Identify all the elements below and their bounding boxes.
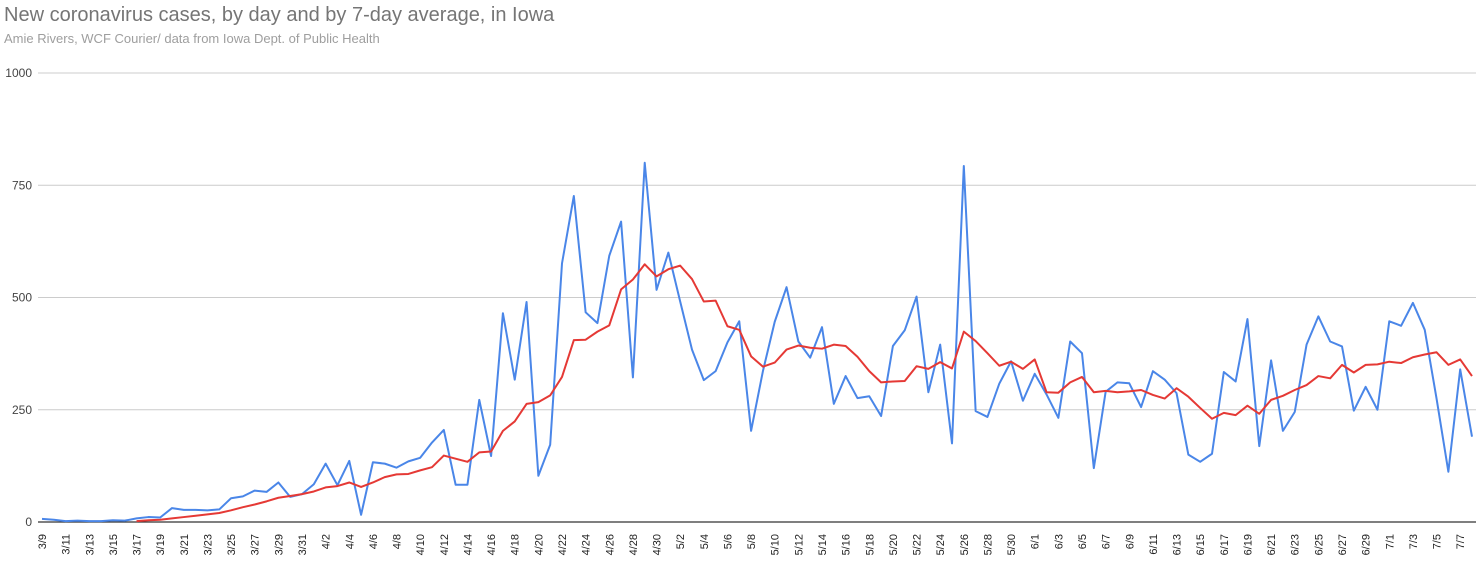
- x-tick-label: 3/9: [37, 534, 49, 549]
- x-axis-ticks: 3/9 3/11 3/13 3/15 3/17 3/19 3/21 3/23 3/25 3/27 3…: [37, 534, 1467, 555]
- x-tick-label: 6/9: [1124, 534, 1136, 549]
- x-tick-label: 5/8: [746, 534, 758, 549]
- x-tick-label: 6/7: [1101, 534, 1113, 549]
- x-tick-label: 4/22: [557, 534, 569, 555]
- x-tick-label: 3/31: [297, 534, 309, 555]
- x-tick-label: 3/13: [84, 534, 96, 555]
- x-tick-label: 3/17: [132, 534, 144, 555]
- x-tick-label: 6/29: [1361, 534, 1373, 555]
- series-line-daily: [41, 161, 1473, 523]
- x-tick-label: 6/19: [1242, 534, 1254, 555]
- x-tick-label: 3/23: [202, 534, 214, 555]
- x-tick-label: 5/16: [841, 534, 853, 555]
- x-tick-label: 5/6: [722, 534, 734, 549]
- x-tick-label: 5/20: [888, 534, 900, 555]
- x-tick-label: 4/6: [368, 534, 380, 549]
- x-tick-label: 7/3: [1408, 534, 1420, 549]
- x-tick-label: 5/24: [935, 534, 947, 555]
- x-tick-label: 3/21: [179, 534, 191, 555]
- x-tick-label: 6/13: [1172, 534, 1184, 555]
- y-tick-label: 250: [12, 403, 32, 417]
- x-tick-label: 6/11: [1148, 534, 1160, 555]
- x-tick-label: 5/22: [912, 534, 924, 555]
- x-tick-label: 3/27: [250, 534, 262, 555]
- x-tick-label: 7/5: [1432, 534, 1444, 549]
- x-tick-label: 6/15: [1195, 534, 1207, 555]
- y-tick-label: 0: [25, 515, 32, 529]
- x-tick-label: 6/21: [1266, 534, 1278, 555]
- x-tick-label: 5/26: [959, 534, 971, 555]
- x-tick-label: 4/8: [392, 534, 404, 549]
- y-tick-label: 750: [12, 178, 32, 192]
- x-tick-label: 6/17: [1219, 534, 1231, 555]
- x-tick-label: 5/14: [817, 534, 829, 555]
- x-tick-label: 4/16: [486, 534, 498, 555]
- x-tick-label: 6/25: [1313, 534, 1325, 555]
- x-tick-label: 5/28: [982, 534, 994, 555]
- y-tick-label: 500: [12, 291, 32, 305]
- series-line-average: [136, 263, 1473, 523]
- x-tick-label: 6/5: [1077, 534, 1089, 549]
- x-tick-label: 6/1: [1030, 534, 1042, 549]
- x-tick-label: 5/30: [1006, 534, 1018, 555]
- x-tick-label: 3/29: [273, 534, 285, 555]
- gridlines: [38, 72, 1476, 523]
- x-tick-label: 5/10: [770, 534, 782, 555]
- x-tick-label: 4/18: [510, 534, 522, 555]
- chart-subtitle: Amie Rivers, WCF Courier/ data from Iowa…: [4, 31, 380, 46]
- x-tick-label: 6/27: [1337, 534, 1349, 555]
- x-tick-label: 4/24: [581, 534, 593, 555]
- x-tick-label: 5/18: [864, 534, 876, 555]
- x-tick-label: 4/10: [415, 534, 427, 555]
- chart-title: New coronavirus cases, by day and by 7-d…: [4, 4, 555, 26]
- series-lines: [41, 161, 1473, 523]
- x-tick-label: 3/15: [108, 534, 120, 555]
- x-tick-label: 7/7: [1455, 534, 1467, 549]
- x-tick-label: 4/2: [321, 534, 333, 549]
- x-tick-label: 4/4: [344, 534, 356, 549]
- x-tick-label: 3/25: [226, 534, 238, 555]
- x-tick-label: 4/28: [628, 534, 640, 555]
- x-tick-label: 5/12: [793, 534, 805, 555]
- x-tick-label: 4/12: [439, 534, 451, 555]
- x-tick-label: 4/30: [652, 534, 664, 555]
- x-tick-label: 6/3: [1053, 534, 1065, 549]
- x-tick-label: 5/4: [699, 534, 711, 549]
- x-tick-label: 3/19: [155, 534, 167, 555]
- x-tick-label: 7/1: [1384, 534, 1396, 549]
- x-tick-label: 5/2: [675, 534, 687, 549]
- x-tick-label: 6/23: [1290, 534, 1302, 555]
- y-tick-label: 1000: [5, 66, 32, 80]
- x-tick-label: 4/14: [462, 534, 474, 555]
- x-tick-label: 3/11: [61, 534, 73, 555]
- x-tick-label: 4/26: [604, 534, 616, 555]
- y-axis-ticks: 0 250 500 750 1000: [5, 66, 32, 529]
- x-tick-label: 4/20: [533, 534, 545, 555]
